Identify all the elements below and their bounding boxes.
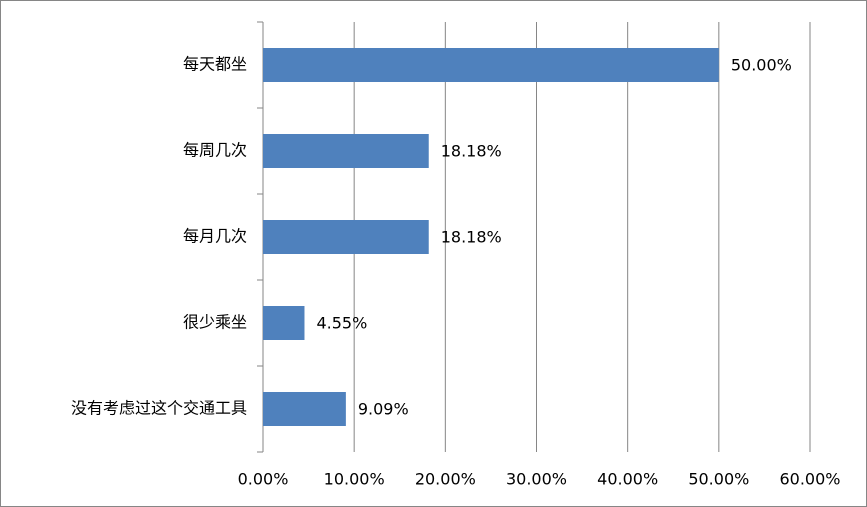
value-label: 18.18% — [441, 228, 502, 247]
y-tick-label: 每周几次 — [183, 141, 247, 160]
x-tick-label: 60.00% — [779, 470, 840, 489]
x-tick-label: 0.00% — [238, 470, 289, 489]
x-tick-label: 10.00% — [324, 470, 385, 489]
x-tick-label: 30.00% — [506, 470, 567, 489]
bar — [263, 48, 719, 82]
bar — [263, 220, 429, 254]
y-tick-label: 很少乘坐 — [183, 313, 247, 332]
y-tick-label: 没有考虑过这个交通工具 — [71, 399, 247, 418]
value-label: 50.00% — [731, 56, 792, 75]
y-tick-label: 每月几次 — [183, 227, 247, 246]
value-label: 4.55% — [316, 314, 367, 333]
bar — [263, 306, 305, 340]
bar — [263, 392, 346, 426]
y-tick-label: 每天都坐 — [183, 55, 247, 74]
value-label: 18.18% — [441, 142, 502, 161]
x-tick-label: 20.00% — [415, 470, 476, 489]
bar — [263, 134, 429, 168]
value-label: 9.09% — [358, 400, 409, 419]
x-tick-label: 50.00% — [688, 470, 749, 489]
x-tick-label: 40.00% — [597, 470, 658, 489]
